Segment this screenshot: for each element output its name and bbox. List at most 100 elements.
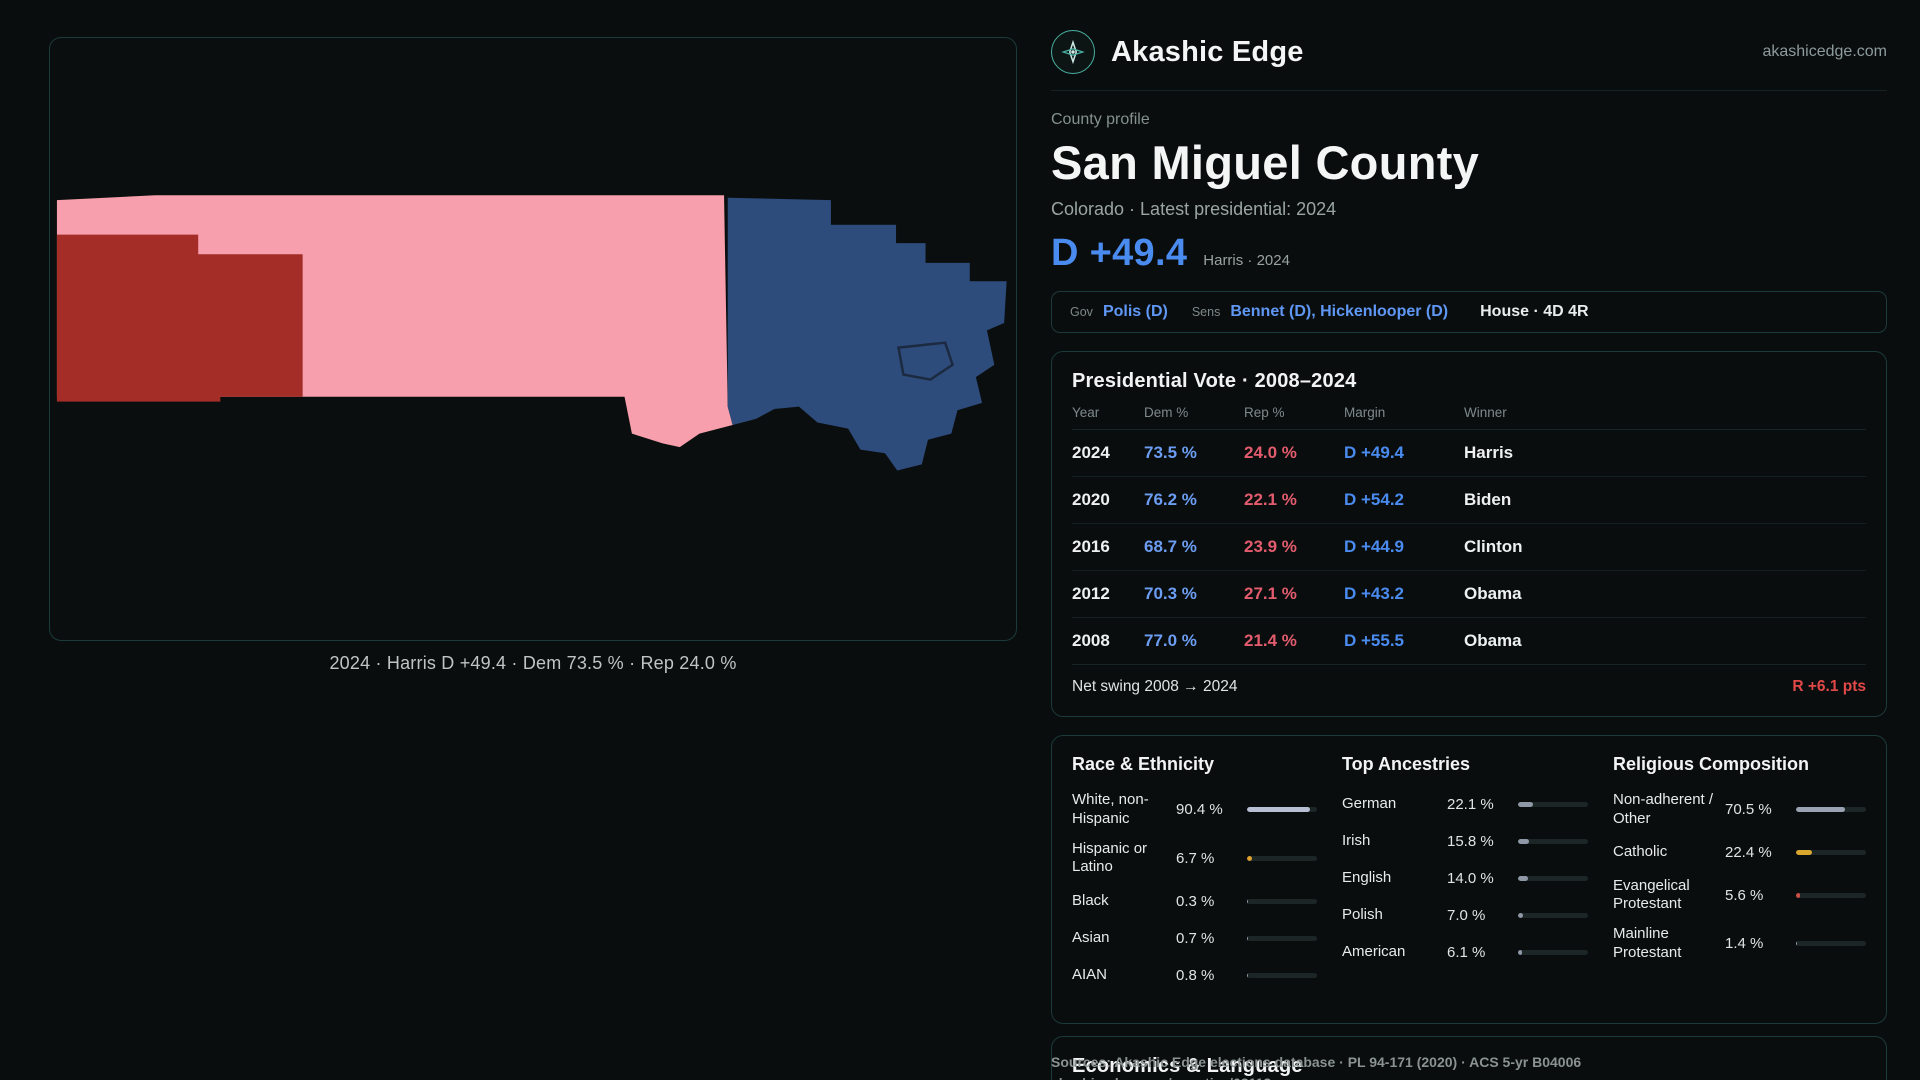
- stat-value: 22.1 %: [1447, 795, 1494, 813]
- stat-value: 5.6 %: [1725, 886, 1764, 904]
- cell-dem: 77.0 %: [1144, 631, 1197, 650]
- cell-year: 2008: [1072, 631, 1110, 650]
- stat-value: 1.4 %: [1725, 935, 1764, 953]
- cell-dem: 68.7 %: [1144, 537, 1197, 556]
- list-item: Asian 0.7 %: [1072, 925, 1317, 951]
- cell-winner: Obama: [1464, 631, 1522, 650]
- stat-bar: [1796, 807, 1866, 813]
- economics-title: Economics & Language: [1072, 1055, 1303, 1077]
- map-precinct-outline: [897, 341, 955, 381]
- list-item: German 22.1 %: [1342, 791, 1588, 817]
- net-swing-row: Net swing 2008 → 2024 R +6.1 pts: [1072, 665, 1866, 702]
- cell-margin: D +49.4: [1344, 443, 1405, 462]
- stat-value: 90.4 %: [1176, 801, 1223, 819]
- cell-year: 2016: [1072, 537, 1110, 556]
- map-region-darkred[interactable]: [56, 234, 303, 402]
- economics-card: Economics & Language Median HH income Po…: [1051, 1036, 1887, 1080]
- col-year: Year: [1072, 405, 1100, 420]
- race-ethnicity-title: Race & Ethnicity: [1072, 754, 1215, 774]
- list-item: Irish 15.8 %: [1342, 828, 1588, 854]
- list-item: Mainline Protestant 1.4 %: [1613, 925, 1866, 963]
- economics-section: Sources: Akashic Edge elections database…: [1051, 1036, 1887, 1080]
- governor-link[interactable]: Polis (D): [1102, 303, 1168, 320]
- stat-value: 6.7 %: [1176, 849, 1215, 867]
- stat-label: AIAN: [1072, 965, 1108, 983]
- cell-dem: 73.5 %: [1144, 443, 1197, 462]
- demographics-grid: Race & Ethnicity White, non-Hispanic 90.…: [1072, 754, 1866, 1009]
- map-region-navy[interactable]: [727, 197, 1007, 471]
- stat-label: Mainline Protestant: [1613, 925, 1682, 961]
- stat-value: 0.3 %: [1176, 892, 1215, 910]
- stat-label: Non-adherent / Other: [1613, 791, 1714, 827]
- county-map: [56, 195, 1007, 471]
- cell-winner: Clinton: [1464, 537, 1523, 556]
- stat-label: Polish: [1342, 905, 1383, 923]
- cell-dem: 70.3 %: [1144, 584, 1197, 603]
- presidential-vote-card: Presidential Vote · 2008–2024 Year Dem %…: [1051, 351, 1887, 717]
- cell-year: 2012: [1072, 584, 1110, 603]
- list-item: Evangelical Protestant 5.6 %: [1613, 877, 1866, 915]
- sens-label: Sens: [1191, 305, 1221, 319]
- map-caption: 2024 · Harris D +49.4 · Dem 73.5 % · Rep…: [329, 653, 737, 673]
- stat-value: 0.7 %: [1176, 929, 1215, 947]
- stat-label: English: [1342, 868, 1392, 886]
- stat-bar: [1247, 855, 1317, 861]
- stat-label: Hispanic or Latino: [1072, 839, 1148, 876]
- list-item: Polish 7.0 %: [1342, 902, 1588, 928]
- stat-bar: [1518, 875, 1588, 881]
- headline-margin-context: Harris · 2024: [1203, 252, 1290, 269]
- list-item: American 6.1 %: [1342, 939, 1588, 965]
- stat-bar: [1247, 935, 1317, 941]
- stat-bar: [1796, 850, 1866, 855]
- headline-margin-value: D +49.4: [1051, 232, 1188, 274]
- list-item: Catholic 22.4 %: [1613, 840, 1866, 866]
- compass-icon: [1061, 39, 1085, 65]
- senators-link[interactable]: Bennet (D), Hickenlooper (D): [1230, 303, 1449, 320]
- cell-rep: 21.4 %: [1244, 631, 1297, 650]
- race-ethnicity-column: Race & Ethnicity White, non-Hispanic 90.…: [1072, 754, 1317, 999]
- stat-bar: [1518, 949, 1588, 955]
- stat-label: White, non-Hispanic: [1072, 791, 1149, 827]
- stat-bar: [1247, 898, 1317, 904]
- cell-rep: 27.1 %: [1244, 584, 1297, 603]
- site-name: Akashic Edge: [1111, 35, 1304, 68]
- stat-value: 70.5 %: [1725, 801, 1772, 819]
- net-swing-label: Net swing 2008 → 2024: [1072, 678, 1238, 695]
- stat-label: Evangelical Protestant: [1613, 876, 1690, 913]
- stat-value: 15.8 %: [1447, 832, 1494, 850]
- county-map-panel[interactable]: [49, 37, 1017, 641]
- site-domain-link[interactable]: akashicedge.com: [1762, 43, 1887, 60]
- stat-bar: [1796, 941, 1866, 947]
- list-item: AIAN 0.8 %: [1072, 962, 1317, 988]
- stat-bar: [1247, 972, 1317, 978]
- col-winner: Winner: [1464, 405, 1507, 420]
- cell-rep: 23.9 %: [1244, 537, 1297, 556]
- table-row: 2020 76.2 % 22.1 % D +54.2 Biden: [1072, 477, 1866, 524]
- cell-margin: D +43.2: [1344, 584, 1405, 603]
- table-row: 2012 70.3 % 27.1 % D +43.2 Obama: [1072, 571, 1866, 618]
- stat-value: 0.8 %: [1176, 966, 1215, 984]
- cell-year: 2024: [1072, 443, 1110, 462]
- list-item: White, non-Hispanic 90.4 %: [1072, 791, 1317, 829]
- cell-margin: D +55.5: [1344, 631, 1405, 650]
- stat-label: German: [1342, 794, 1397, 812]
- site-logo[interactable]: [1051, 30, 1095, 74]
- stat-value: 7.0 %: [1447, 906, 1486, 924]
- page-title: San Miguel County: [1051, 136, 1480, 189]
- stat-label: Catholic: [1613, 843, 1668, 861]
- headline-margin: D +49.4 Harris · 2024: [1051, 232, 1887, 275]
- religion-column: Religious Composition Non-adherent / Oth…: [1613, 754, 1866, 999]
- ancestries-title: Top Ancestries: [1342, 754, 1471, 774]
- list-item: Non-adherent / Other 70.5 %: [1613, 791, 1866, 829]
- cell-rep: 22.1 %: [1244, 490, 1297, 509]
- col-dem: Dem %: [1144, 405, 1189, 420]
- cell-year: 2020: [1072, 490, 1110, 509]
- cell-winner: Biden: [1464, 490, 1512, 509]
- list-item: Hispanic or Latino 6.7 %: [1072, 840, 1317, 878]
- cell-margin: D +54.2: [1344, 490, 1405, 509]
- col-margin: Margin: [1344, 405, 1386, 420]
- net-swing-value: R +6.1 pts: [1792, 678, 1866, 695]
- demographics-card: Race & Ethnicity White, non-Hispanic 90.…: [1051, 735, 1887, 1024]
- gov-label: Gov: [1070, 305, 1093, 319]
- cell-winner: Harris: [1464, 443, 1514, 462]
